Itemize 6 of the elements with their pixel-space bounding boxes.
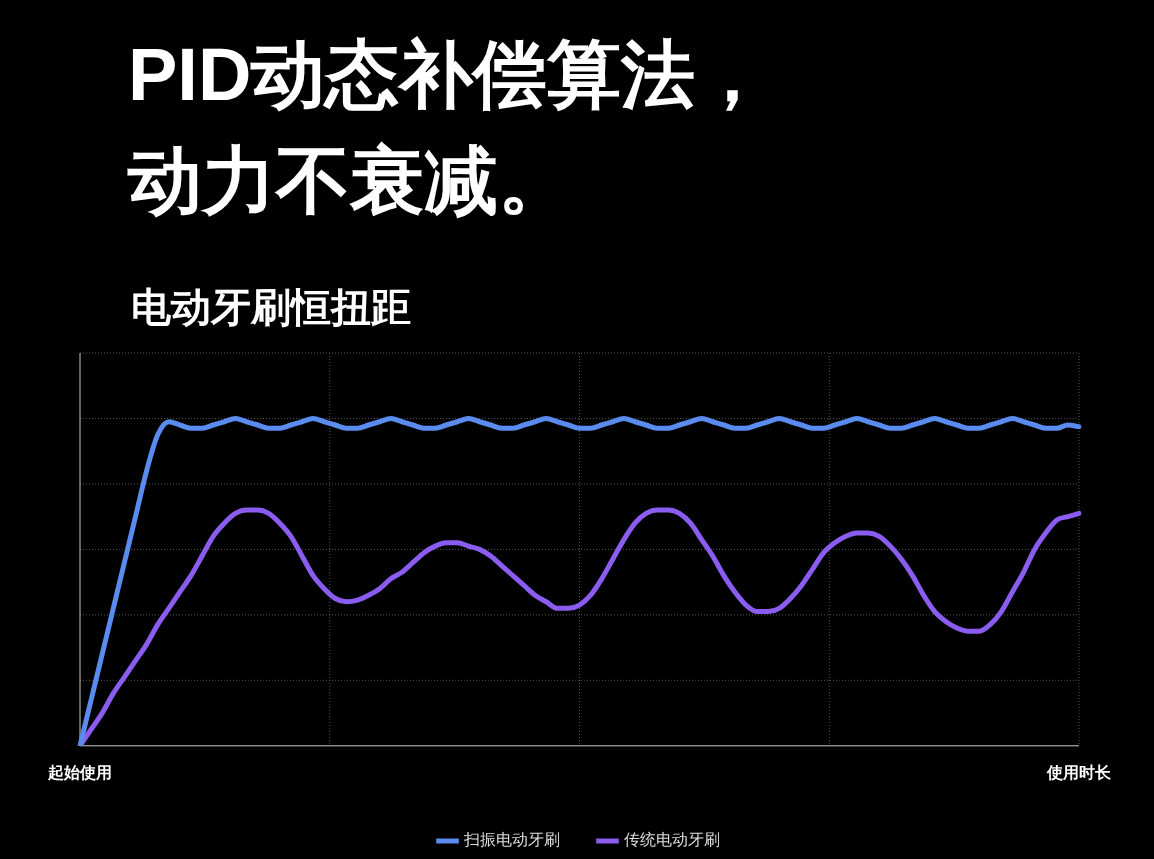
x-tick-label: 起始使用 bbox=[47, 763, 112, 781]
x-tick-label: 使用时长 bbox=[1046, 763, 1112, 781]
legend-label: 传统电动牙刷 bbox=[623, 831, 720, 849]
legend-label: 扫振电动牙刷 bbox=[462, 831, 560, 849]
chart-title: PID动态补偿算法，动力不衰减。 bbox=[128, 32, 771, 224]
chart-subtitle: 电动牙刷恒扭距 bbox=[131, 284, 411, 331]
